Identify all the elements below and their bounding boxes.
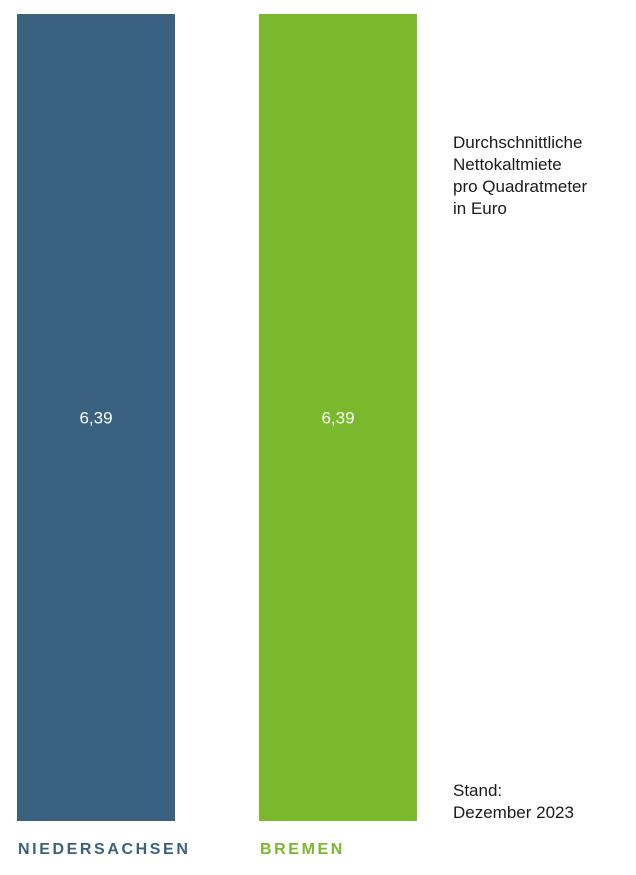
description-line-3: pro Quadratmeter xyxy=(453,177,588,196)
description-line-1: Durchschnittliche xyxy=(453,133,583,152)
value-label-bremen: 6,39 xyxy=(321,409,354,428)
bar-niedersachsen xyxy=(17,14,175,821)
category-label-niedersachsen: NIEDERSACHSEN xyxy=(18,841,191,858)
category-label-bremen: BREMEN xyxy=(260,841,345,858)
stand-label: Stand: xyxy=(453,781,503,800)
value-label-niedersachsen: 6,39 xyxy=(79,409,112,428)
chart-description: Durchschnittliche Nettokaltmiete pro Qua… xyxy=(453,132,633,220)
description-line-2: Nettokaltmiete xyxy=(453,155,562,174)
description-line-4: in Euro xyxy=(453,199,507,218)
stand-date: Dezember 2023 xyxy=(453,803,574,822)
data-date-note: Stand: Dezember 2023 xyxy=(453,780,633,824)
bar-bremen xyxy=(259,14,417,821)
